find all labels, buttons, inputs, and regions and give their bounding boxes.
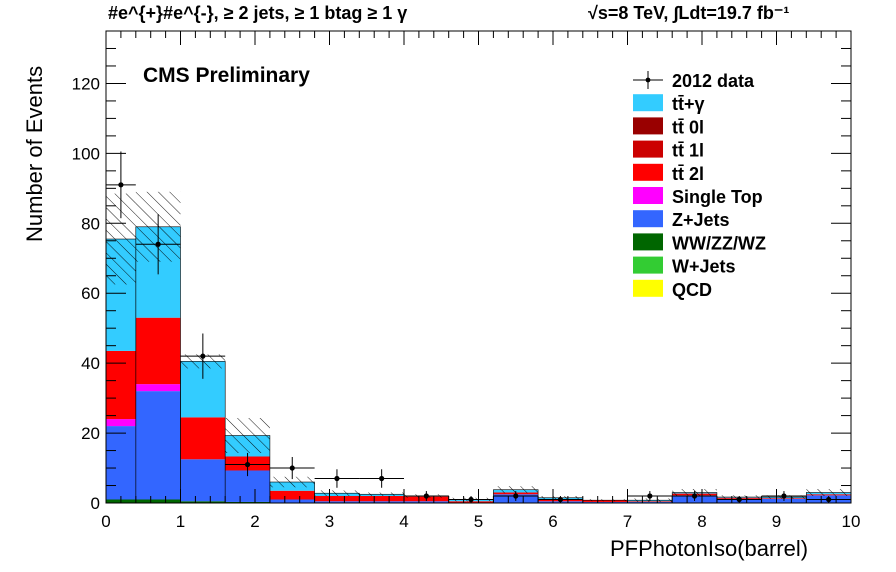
y-tick-label-80: 80 (81, 214, 100, 233)
bar-z-jets-2 (180, 459, 226, 502)
legend-label-9: QCD (672, 280, 712, 300)
legend-label-4: tt̄ 2l (672, 164, 704, 184)
legend-swatch-5 (633, 187, 663, 204)
legend-swatch-6 (633, 210, 663, 228)
cms-preliminary-label: CMS Preliminary (143, 64, 310, 87)
x-tick-label-3: 3 (325, 512, 334, 531)
x-tick-label-0: 0 (101, 512, 110, 531)
legend-entry-4: tt̄ 2l (633, 163, 704, 184)
data-point-13 (672, 491, 717, 501)
uncertainty-band-5 (314, 490, 360, 497)
data-point-5 (314, 469, 360, 488)
x-tick-label-8: 8 (697, 512, 706, 531)
bar-z-jets-7 (404, 501, 449, 503)
legend-entry-1: tt̄+γ (633, 94, 705, 114)
data-point-0 (106, 151, 136, 219)
uncertainty-band-3 (225, 418, 270, 454)
legend-swatch-1 (633, 94, 663, 112)
legend-label-8: W+Jets (672, 257, 736, 277)
y-tick-label-60: 60 (81, 284, 100, 303)
uncertainty-band-6 (359, 492, 404, 497)
legend: 2012 data tt̄+γ tt̄ 0l tt̄ 1l tt̄ 2l Single T… (633, 71, 766, 300)
data-point-8 (448, 496, 494, 503)
chart-title-right: √s=8 TeV, ∫Ldt=19.7 fb⁻¹ (588, 3, 790, 23)
data-point-7 (404, 491, 449, 501)
x-tick-label-6: 6 (548, 512, 557, 531)
x-axis-label: PFPhotonIso(barrel) (610, 536, 809, 561)
bar-ww-zz-wz-1 (135, 499, 181, 503)
data-point-14 (716, 496, 762, 503)
bar-tt-2l-0 (106, 350, 136, 420)
data-points (106, 151, 851, 503)
legend-entry-5: Single Top (633, 187, 763, 207)
legend-swatch-4 (633, 163, 663, 181)
legend-swatch-8 (633, 256, 663, 274)
data-point-12 (627, 491, 673, 501)
chart-title: #e^{+}#e^{-}, ≥ 2 jets, ≥ 1 btag ≥ 1 γ (108, 3, 408, 23)
bar-z-jets-6 (359, 501, 404, 503)
x-tick-label-1: 1 (176, 512, 185, 531)
bar-single-top-0 (106, 419, 136, 427)
bar-z-jets-12 (627, 501, 673, 503)
data-point-4 (269, 456, 315, 480)
bar-tt-2l-5 (314, 496, 360, 502)
uncertainty-band-4 (269, 476, 315, 488)
y-tick-label-100: 100 (72, 144, 100, 163)
data-point-6 (359, 469, 404, 488)
legend-entry-7: WW/ZZ/WZ (633, 233, 766, 253)
bar-z-jets-4 (269, 499, 315, 503)
x-tick-label-10: 10 (842, 512, 861, 531)
x-tick-label-2: 2 (250, 512, 259, 531)
bar-tt-2l-1 (135, 317, 181, 385)
bar-tt-2l-6 (359, 496, 404, 502)
bar-z-jets-1 (135, 391, 181, 500)
y-tick-label-40: 40 (81, 354, 100, 373)
data-point-9 (493, 491, 539, 501)
data-point-10 (538, 496, 583, 503)
uncertainty-band-16 (806, 489, 851, 497)
data-point-1 (135, 214, 181, 275)
uncertainty-band-11 (582, 499, 628, 502)
legend-swatch-7 (633, 233, 663, 251)
data-point-16 (806, 496, 851, 503)
x-tick-label-7: 7 (623, 512, 632, 531)
legend-label-6: Z+Jets (672, 210, 730, 230)
legend-label-3: tt̄ 1l (672, 141, 704, 161)
data-point-2 (180, 333, 226, 379)
bar-ww-zz-wz-3 (225, 501, 270, 503)
legend-label-7: WW/ZZ/WZ (672, 233, 766, 253)
y-axis-label: Number of Events (22, 65, 47, 242)
legend-entry-2: tt̄ 0l (633, 117, 704, 137)
legend-swatch-2 (633, 117, 663, 135)
y-tick-label-0: 0 (91, 494, 100, 513)
bar-tt-2l-2 (180, 417, 226, 460)
data-point-3 (225, 452, 270, 477)
uncertainty-band-9 (493, 486, 539, 494)
y-tick-label-120: 120 (72, 74, 100, 93)
bar-z-jets-5 (314, 501, 360, 503)
legend-label-0: 2012 data (672, 71, 755, 91)
bar-z-jets-0 (106, 426, 136, 500)
legend-swatch-9 (633, 279, 663, 297)
legend-entry-8: W+Jets (633, 256, 736, 277)
bar-z-jets-11 (582, 501, 628, 503)
data-point-15 (761, 491, 807, 501)
legend-entry-6: Z+Jets (633, 210, 730, 230)
legend-label-2: tt̄ 0l (672, 117, 704, 137)
legend-swatch-3 (633, 140, 663, 158)
x-tick-label-5: 5 (474, 512, 483, 531)
legend-entry-0: 2012 data (633, 71, 755, 91)
bar-single-top-1 (135, 384, 181, 392)
bar-tt-2l-4 (269, 490, 315, 500)
bar-ww-zz-wz-2 (180, 501, 226, 503)
x-tick-label-4: 4 (399, 512, 408, 531)
x-tick-label-9: 9 (772, 512, 781, 531)
legend-entry-9: QCD (633, 279, 712, 300)
legend-entry-3: tt̄ 1l (633, 140, 704, 161)
y-tick-label-20: 20 (81, 424, 100, 443)
legend-label-5: Single Top (672, 187, 763, 207)
legend-label-1: tt̄+γ (672, 94, 705, 114)
